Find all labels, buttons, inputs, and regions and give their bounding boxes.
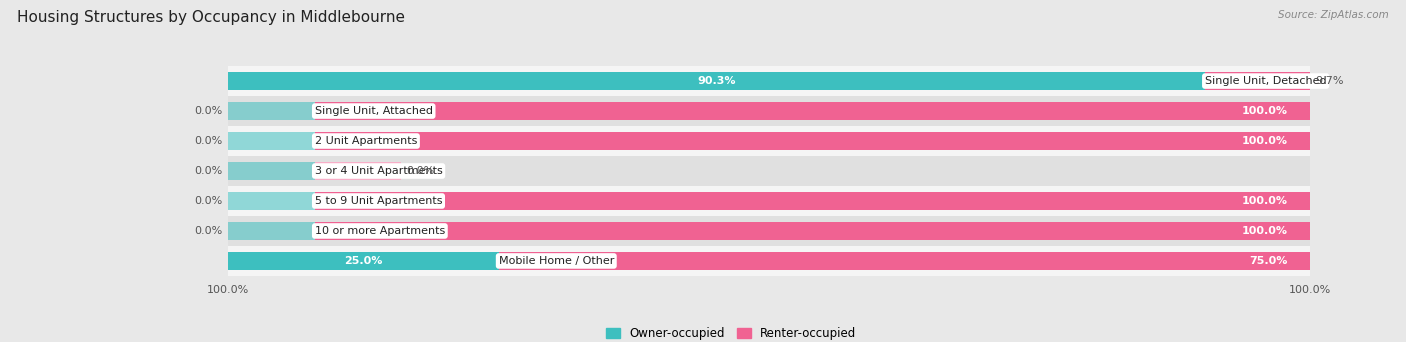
Text: 10 or more Apartments: 10 or more Apartments	[315, 226, 444, 236]
Text: Housing Structures by Occupancy in Middlebourne: Housing Structures by Occupancy in Middl…	[17, 10, 405, 25]
Text: 100.0%: 100.0%	[1241, 136, 1288, 146]
Text: 0.0%: 0.0%	[406, 166, 434, 176]
Bar	[228, 156, 1310, 186]
Bar	[228, 66, 1310, 96]
Text: 100.0%: 100.0%	[1241, 196, 1288, 206]
Bar	[315, 192, 1310, 210]
Bar	[228, 126, 1310, 156]
Bar	[315, 162, 401, 180]
Bar	[315, 102, 1310, 120]
Text: 5 to 9 Unit Apartments: 5 to 9 Unit Apartments	[315, 196, 443, 206]
Bar	[1205, 72, 1310, 90]
Bar	[228, 252, 499, 270]
Bar	[228, 162, 315, 180]
Bar	[228, 222, 315, 240]
Bar	[228, 132, 315, 150]
Bar	[315, 222, 1310, 240]
Text: 0.0%: 0.0%	[194, 226, 222, 236]
Text: 0.0%: 0.0%	[194, 136, 222, 146]
Text: 0.0%: 0.0%	[194, 196, 222, 206]
Text: 9.7%: 9.7%	[1315, 76, 1344, 86]
Text: 75.0%: 75.0%	[1250, 256, 1288, 266]
Text: 0.0%: 0.0%	[194, 166, 222, 176]
Bar	[228, 216, 1310, 246]
Bar	[228, 72, 1205, 90]
Text: 100.0%: 100.0%	[1241, 106, 1288, 116]
Bar	[228, 246, 1310, 276]
Legend: Owner-occupied, Renter-occupied: Owner-occupied, Renter-occupied	[600, 322, 862, 342]
Bar	[228, 192, 315, 210]
Text: 2 Unit Apartments: 2 Unit Apartments	[315, 136, 418, 146]
Text: Single Unit, Attached: Single Unit, Attached	[315, 106, 433, 116]
Bar	[228, 96, 1310, 126]
Bar	[228, 102, 315, 120]
Text: Source: ZipAtlas.com: Source: ZipAtlas.com	[1278, 10, 1389, 20]
Text: Single Unit, Detached: Single Unit, Detached	[1205, 76, 1326, 86]
Bar	[499, 252, 1310, 270]
Text: 25.0%: 25.0%	[344, 256, 382, 266]
Text: 0.0%: 0.0%	[194, 106, 222, 116]
Text: 100.0%: 100.0%	[1241, 226, 1288, 236]
Text: Mobile Home / Other: Mobile Home / Other	[499, 256, 614, 266]
Text: 3 or 4 Unit Apartments: 3 or 4 Unit Apartments	[315, 166, 443, 176]
Bar	[228, 186, 1310, 216]
Bar	[315, 132, 1310, 150]
Text: 90.3%: 90.3%	[697, 76, 735, 86]
